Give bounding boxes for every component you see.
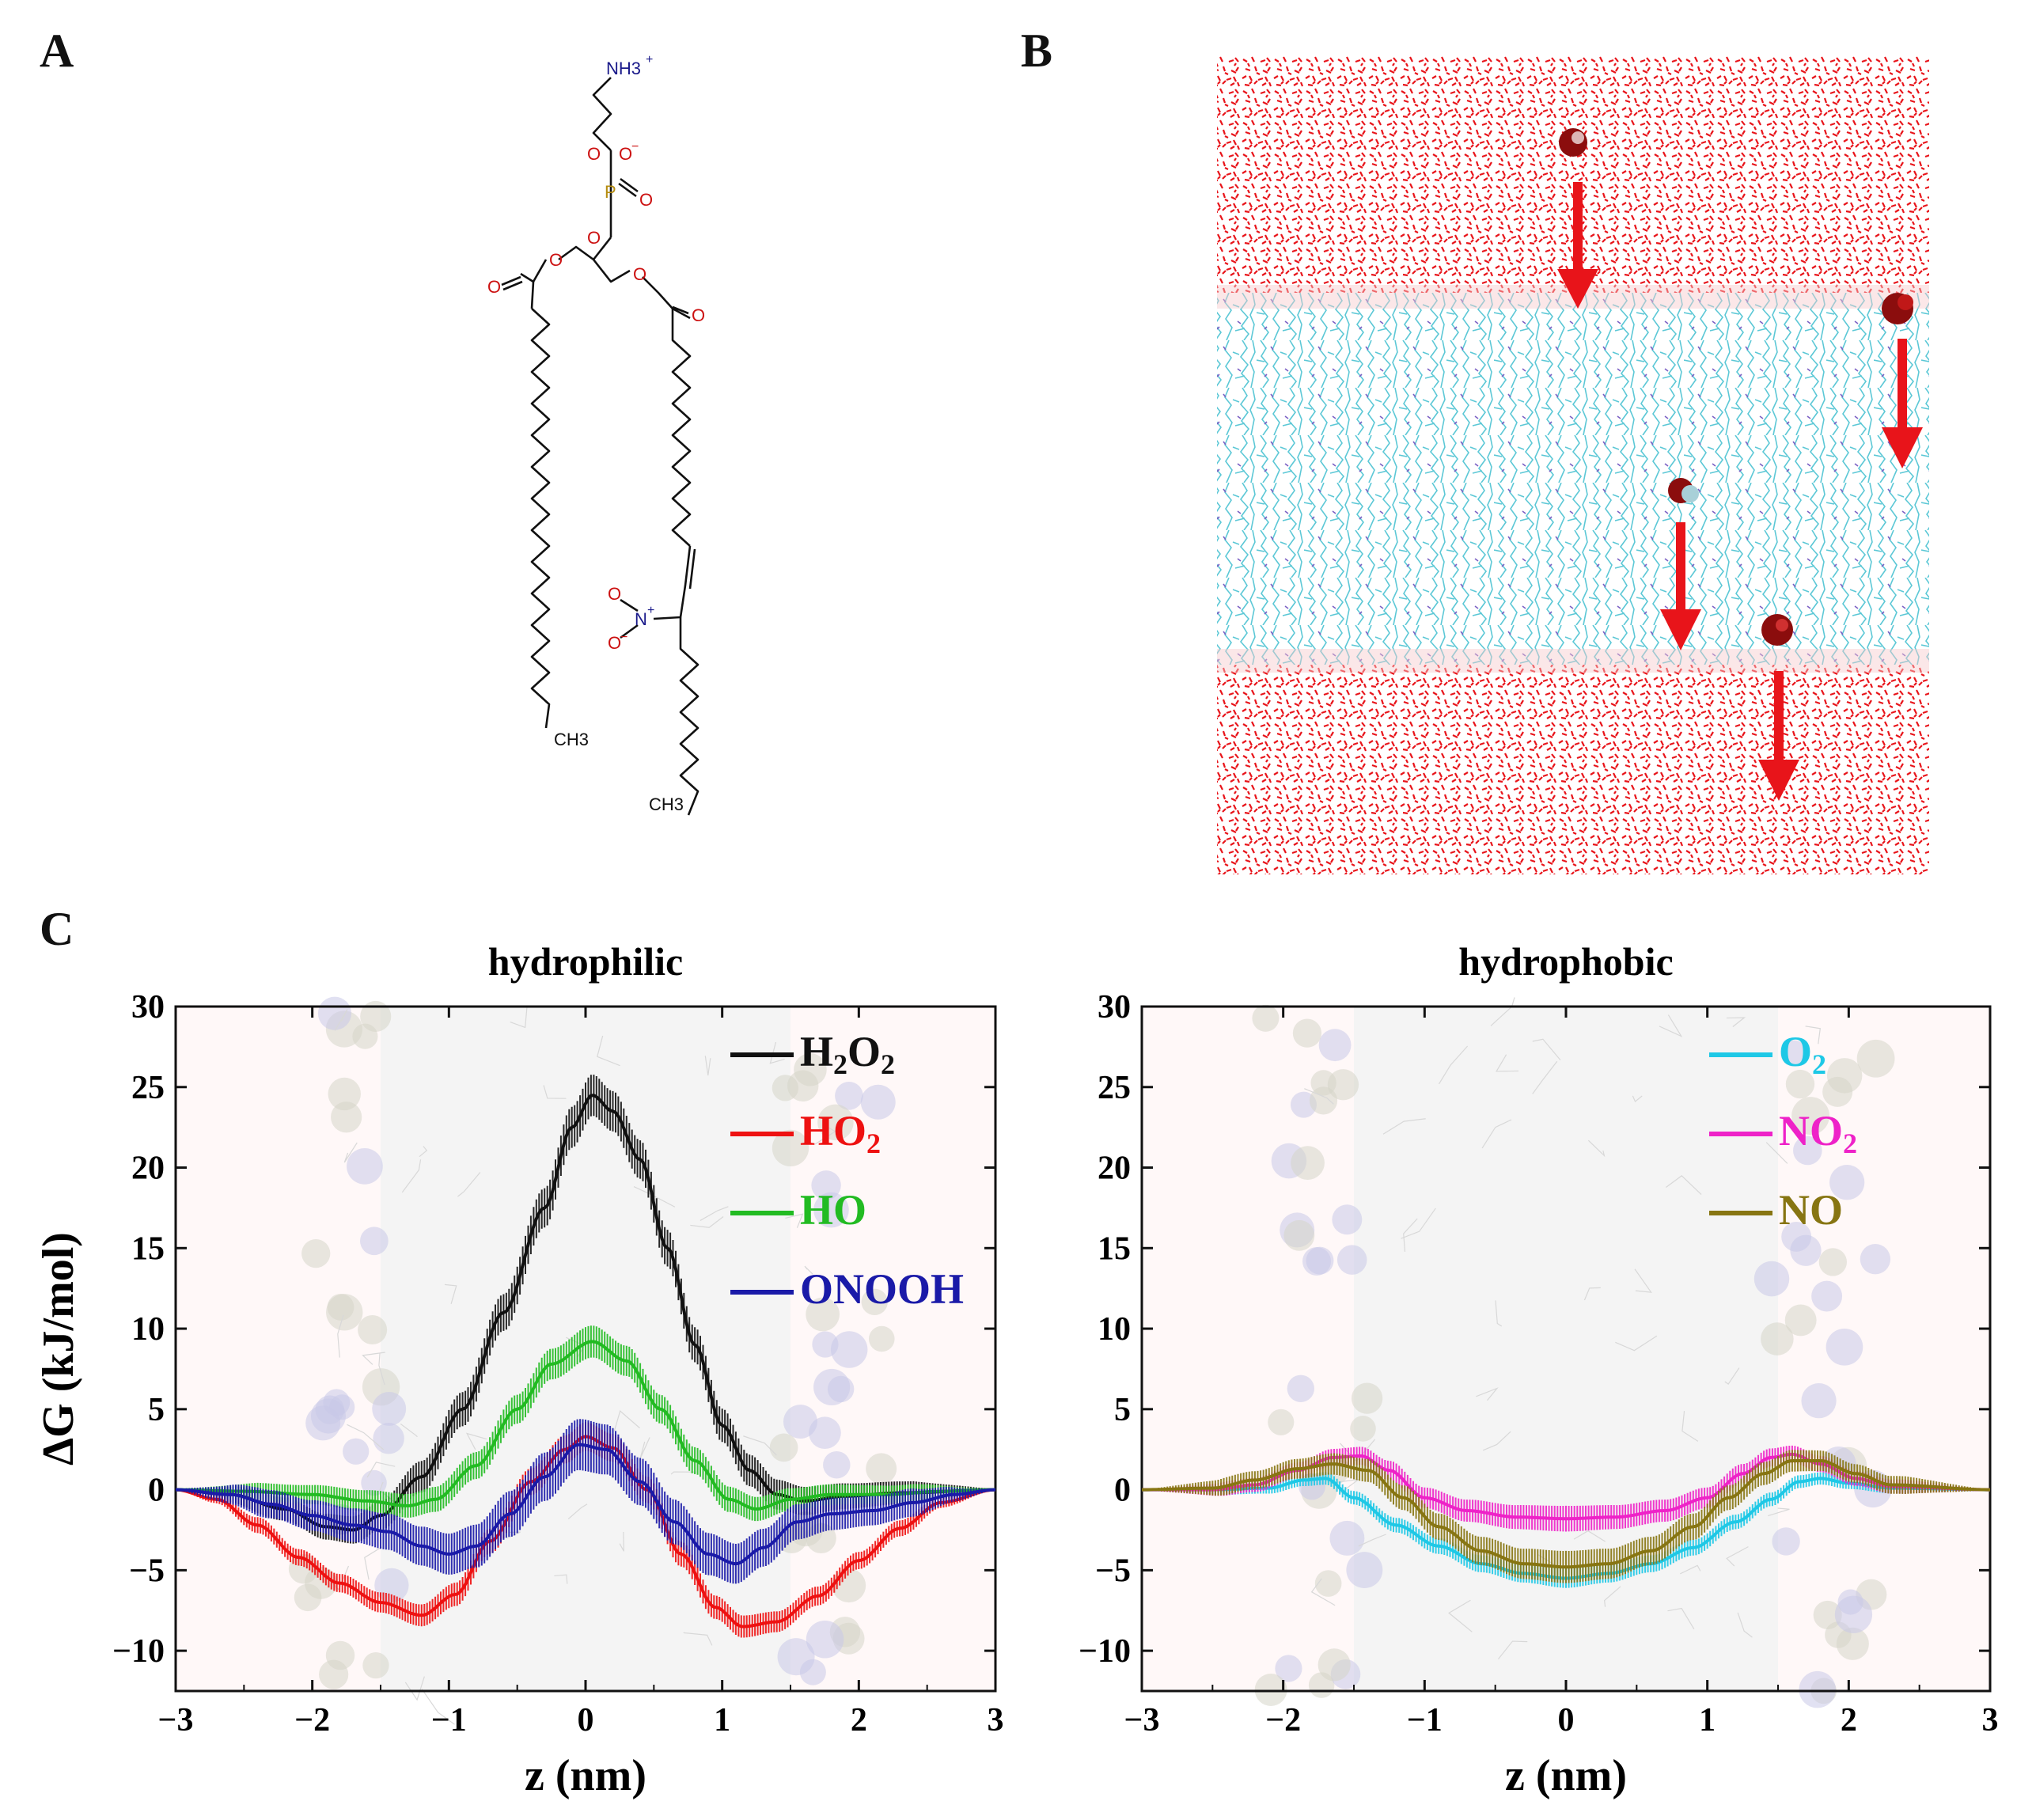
legend-item: HO2 [730,1107,881,1159]
atom-ch3-right: CH3 [649,794,684,814]
chart-hydrophilic: −3 −2 −1 0 1 2 3−10−5051015202530hydrophilicz … [34,939,1004,1800]
y-tick-label: 15 [131,1230,165,1267]
plot-background [1142,997,1990,1708]
chemical-structure: NH3 + O O − P O O O O O O N + O O − CH3 … [487,53,705,816]
arrow-down-icon [1758,671,1799,801]
x-tick-label: 1 [714,1702,730,1738]
x-axis-label: z (nm) [1505,1751,1627,1800]
ros-molecule [1761,614,1793,646]
arrow-down-icon [1882,339,1923,468]
ros-molecule [1559,128,1587,157]
x-tick-label: 3 [988,1702,1004,1738]
atom-ch3-left: CH3 [554,730,589,749]
y-tick-label: −5 [1095,1553,1131,1589]
y-tick-label: 20 [131,1151,165,1187]
x-tick-label: −2 [1265,1702,1301,1738]
legend-item: HO [730,1186,866,1234]
atom-n-charge: + [647,604,654,617]
ros-molecule [1882,293,1913,324]
series-line [1142,1459,1990,1569]
atom-n-nitro: N [635,609,647,629]
y-tick-label: 25 [1098,1070,1131,1106]
panel-label-b: B [1021,25,1053,77]
diffusion-arrows [1557,182,1923,801]
series-line [176,1443,996,1566]
x-tick-label: 2 [851,1702,867,1738]
y-tick-label: −10 [1079,1633,1131,1670]
ros-molecule [1668,478,1699,503]
y-axis-label: ΔG (kJ/mol) [34,1232,83,1465]
x-tick-label: −3 [158,1702,194,1738]
atom-o-minus: O [619,144,632,164]
y-tick-label: 10 [131,1311,165,1348]
atom-nh3: NH3 [606,59,641,78]
x-tick-label: −1 [431,1702,467,1738]
y-tick-label: 30 [131,989,165,1026]
plot-background [176,996,995,1725]
y-tick-label: −10 [112,1633,165,1670]
y-tick-label: 15 [1098,1230,1131,1267]
x-axis-label: z (nm) [525,1751,646,1800]
y-tick-label: 0 [1114,1473,1131,1509]
atom-o-nitro-charge: − [620,631,627,644]
atom-o-nitro-top: O [608,584,621,604]
arrow-down-icon [1660,522,1701,650]
legend-item: ONOOH [730,1265,964,1313]
x-tick-label: −1 [1407,1702,1443,1738]
arrow-down-icon [1557,182,1598,309]
legend-label: H2O2 [800,1028,895,1080]
series-line [176,1340,995,1511]
legend-item: NO2 [1709,1107,1857,1159]
y-tick-label: 10 [1098,1311,1131,1348]
atom-o-minus-charge: − [631,140,639,154]
membrane-simulation-snapshot [1217,55,1929,874]
x-tick-label: 0 [578,1702,594,1738]
y-tick-label: 25 [131,1070,165,1106]
x-tick-label: −3 [1124,1702,1160,1738]
x-tick-label: 1 [1699,1702,1716,1738]
atom-o-carbonyl2: O [692,305,705,325]
x-tick-label: 3 [1982,1702,1999,1738]
chart-title: hydrophobic [1458,939,1673,984]
y-tick-label: 5 [148,1392,165,1428]
chart-hydrophobic: −3 −2 −1 0 1 2 3−10−5051015202530hydrophobicz … [1079,939,1999,1800]
atom-o-double: O [639,190,653,210]
legend-item: H2O2 [730,1028,895,1080]
legend-label: NO [1779,1186,1843,1234]
y-tick-label: −5 [129,1553,165,1589]
series-onooh [176,1419,996,1584]
atom-nh3-charge: + [646,53,653,66]
atom-o-carbonyl1: O [487,277,501,297]
chart-title: hydrophilic [488,939,683,984]
legend-label: ONOOH [800,1265,964,1313]
y-tick-label: 30 [1098,989,1131,1026]
atom-p: P [605,182,616,202]
y-tick-label: 0 [148,1473,165,1509]
atom-o-ester2: O [633,264,646,284]
lipid-bilayer [1217,293,1929,665]
legend-item: NO [1709,1186,1843,1234]
legend-label: HO [800,1186,866,1234]
atom-o-bottom: O [587,228,601,248]
atom-o-ester1: O [549,250,563,270]
legend-label: NO2 [1779,1107,1857,1159]
x-tick-label: −2 [294,1702,330,1738]
y-tick-label: 5 [1114,1392,1131,1428]
x-tick-label: 2 [1841,1702,1857,1738]
legend-item: O2 [1709,1028,1826,1080]
water-layer-bottom [1217,665,1929,874]
atom-o-top: O [587,144,601,164]
legend-label: O2 [1779,1028,1826,1080]
series-no [1142,1450,1990,1583]
x-tick-label: 0 [1558,1702,1575,1738]
y-tick-label: 20 [1098,1151,1131,1187]
panel-label-a: A [40,25,74,77]
atom-o-nitro-bottom: O [608,633,621,653]
legend-label: HO2 [800,1107,881,1159]
panel-label-c: C [40,903,74,955]
